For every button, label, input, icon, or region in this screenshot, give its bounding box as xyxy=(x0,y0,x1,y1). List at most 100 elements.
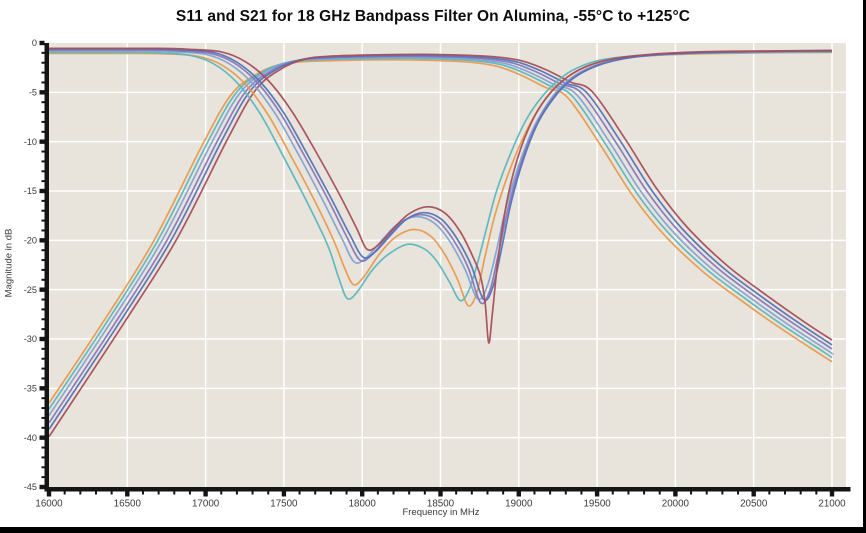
y-tick-label: -15 xyxy=(24,186,37,196)
y-tick-minor xyxy=(41,318,45,321)
y-tick-minor xyxy=(41,308,45,311)
x-tick-minor xyxy=(721,491,724,495)
y-tick-major xyxy=(39,484,45,490)
x-tick-minor xyxy=(690,491,693,495)
y-tick-label: -45 xyxy=(24,482,37,492)
x-tick-minor xyxy=(345,491,348,495)
y-tick-minor xyxy=(41,180,45,183)
x-tick-label: 19000 xyxy=(505,499,533,510)
x-tick-minor xyxy=(298,491,301,495)
y-tick-minor xyxy=(41,278,45,281)
x-tick-major xyxy=(751,491,756,497)
x-tick-major xyxy=(594,491,600,497)
y-tick-minor xyxy=(41,268,45,271)
y-tick-minor xyxy=(41,249,45,252)
x-tick-minor xyxy=(486,491,489,495)
y-tick-label: -25 xyxy=(24,285,37,295)
y-tick-minor xyxy=(41,130,45,133)
y-tick-minor xyxy=(41,111,45,114)
x-tick-minor xyxy=(815,491,818,495)
x-tick-minor xyxy=(470,491,473,495)
y-tick-minor xyxy=(41,377,45,380)
x-tick-major xyxy=(203,491,208,497)
y-tick-minor xyxy=(41,120,45,123)
y-tick-minor xyxy=(41,416,45,419)
y-tick-minor xyxy=(41,397,45,400)
y-tick-minor xyxy=(41,209,45,212)
x-tick-minor xyxy=(173,491,176,495)
y-tick-minor xyxy=(41,219,45,222)
y-tick-minor xyxy=(41,426,45,429)
y-tick-minor xyxy=(41,446,45,449)
series-S21-2 xyxy=(49,57,833,410)
x-tick-minor xyxy=(423,491,426,495)
y-tick-minor xyxy=(41,466,45,469)
x-tick-label: 18500 xyxy=(427,499,455,510)
y-tick-major xyxy=(39,188,45,194)
x-tick-minor xyxy=(768,491,771,495)
y-tick-minor xyxy=(41,51,45,54)
y-tick-label: -10 xyxy=(24,137,37,147)
x-tick-minor xyxy=(220,491,223,495)
x-tick-label: 19500 xyxy=(583,499,611,510)
x-tick-label: 17000 xyxy=(192,499,220,510)
x-tick-major xyxy=(46,491,52,497)
y-tick-minor xyxy=(41,259,45,262)
x-tick-label: 20500 xyxy=(740,499,768,510)
y-tick-minor xyxy=(41,81,45,84)
x-tick-minor xyxy=(314,491,317,495)
x-tick-label: 18000 xyxy=(349,499,377,510)
x-tick-minor xyxy=(455,491,458,495)
series-S11-6 xyxy=(49,47,833,344)
y-tick-minor xyxy=(41,476,45,479)
y-axis-line xyxy=(44,43,49,492)
x-tick-minor xyxy=(392,491,395,495)
x-tick-major xyxy=(360,491,365,497)
y-tick-minor xyxy=(41,160,45,163)
y-tick-minor xyxy=(41,199,45,202)
series-S21-6 xyxy=(49,53,833,438)
x-tick-label: 20000 xyxy=(662,499,690,510)
x-tick-minor xyxy=(564,491,567,495)
x-tick-minor xyxy=(737,491,740,495)
y-tick-major xyxy=(39,435,45,440)
y-tick-major xyxy=(39,386,45,391)
x-tick-minor xyxy=(235,491,238,495)
x-tick-minor xyxy=(408,491,411,495)
right-border xyxy=(863,0,866,533)
x-tick-minor xyxy=(141,491,144,495)
series-S11-5 xyxy=(49,48,833,302)
x-tick-major xyxy=(281,491,287,497)
x-tick-major xyxy=(673,491,678,497)
x-tick-minor xyxy=(705,491,708,495)
x-tick-minor xyxy=(110,491,113,495)
x-tick-minor xyxy=(533,491,536,495)
x-tick-major xyxy=(125,491,130,497)
x-tick-label: 16500 xyxy=(114,499,142,510)
y-tick-major xyxy=(39,336,45,342)
series-S21-1 xyxy=(49,58,833,404)
y-tick-minor xyxy=(41,298,45,301)
y-tick-major xyxy=(39,287,45,292)
x-tick-minor xyxy=(94,491,97,495)
y-tick-minor xyxy=(41,347,45,350)
series-S11-2 xyxy=(49,51,833,302)
y-tick-minor xyxy=(41,101,45,104)
x-tick-major xyxy=(438,491,443,497)
y-tick-minor xyxy=(41,407,45,410)
x-tick-label: 17500 xyxy=(270,499,298,510)
y-tick-label: -35 xyxy=(24,384,37,394)
x-tick-minor xyxy=(627,491,630,495)
y-tick-minor xyxy=(41,61,45,64)
y-tick-minor xyxy=(41,367,45,370)
series-S21-3 xyxy=(49,56,834,416)
x-tick-label: 21000 xyxy=(818,499,846,510)
series-group xyxy=(49,47,834,438)
y-tick-minor xyxy=(41,328,45,331)
x-tick-minor xyxy=(502,491,505,495)
y-tick-major xyxy=(39,40,45,46)
x-tick-minor xyxy=(658,491,661,495)
y-tick-minor xyxy=(41,170,45,173)
